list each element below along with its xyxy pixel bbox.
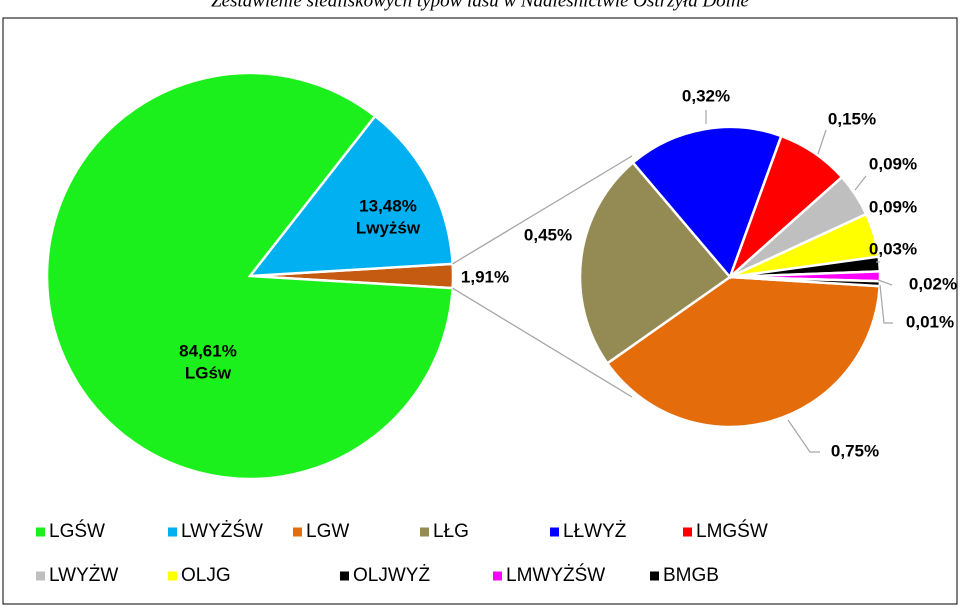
data-label-name: LGśw <box>185 363 232 382</box>
legend-label: OLJWYŻ <box>353 565 430 586</box>
legend-label: BMGB <box>663 565 719 586</box>
connector-line <box>452 155 633 265</box>
data-label: 0,03% <box>869 239 917 258</box>
data-label: 13,48% <box>359 196 417 215</box>
legend-swatch <box>340 571 349 581</box>
leader-line <box>787 419 820 453</box>
legend-label: LMWYŻŚW <box>506 564 605 586</box>
data-label: 0,15% <box>828 109 876 128</box>
legend-swatch <box>493 571 502 581</box>
legend-swatch <box>36 527 45 537</box>
legend-label: LGW <box>306 521 349 542</box>
pie-slice <box>45 71 454 481</box>
legend-label: LWYŻŚW <box>181 520 263 542</box>
legend-label: LMGŚW <box>696 520 768 542</box>
data-label: 0,01% <box>906 312 954 331</box>
data-label: 0,09% <box>869 154 917 173</box>
legend-swatch <box>650 571 659 581</box>
data-label: 0,32% <box>682 86 730 105</box>
legend-swatch <box>168 571 177 581</box>
legend-label: LŁG <box>433 521 469 542</box>
connector-line <box>452 287 633 398</box>
leader-line <box>817 129 827 155</box>
legend-swatch <box>168 527 177 537</box>
leader-line <box>879 284 893 324</box>
chart-title: Zestawienie siedliskowych typów lasu w N… <box>211 0 749 11</box>
pie-slice <box>631 125 783 280</box>
data-label: 0,09% <box>869 197 917 216</box>
data-label: 0,02% <box>909 274 957 293</box>
data-label-name: Lwyżśw <box>356 218 421 237</box>
legend-swatch <box>293 527 302 537</box>
pie-slice <box>605 275 882 429</box>
data-label: 84,61% <box>179 341 237 360</box>
legend-label: LWYŻW <box>49 565 118 586</box>
legend-swatch <box>683 527 692 537</box>
legend-label: LŁWYŻ <box>563 521 627 542</box>
legend-label: OLJG <box>181 565 231 586</box>
legend-swatch <box>550 527 559 537</box>
legend-label: LGŚW <box>49 520 105 542</box>
pie-slice <box>578 160 732 366</box>
legend-swatch <box>420 527 429 537</box>
legend-swatch <box>36 571 45 581</box>
leader-line <box>854 175 867 191</box>
data-label: 0,75% <box>831 441 879 460</box>
leader-line <box>877 279 893 286</box>
data-label: 1,91% <box>461 267 509 286</box>
data-label: 0,45% <box>524 225 572 244</box>
pie-slice <box>247 114 454 278</box>
